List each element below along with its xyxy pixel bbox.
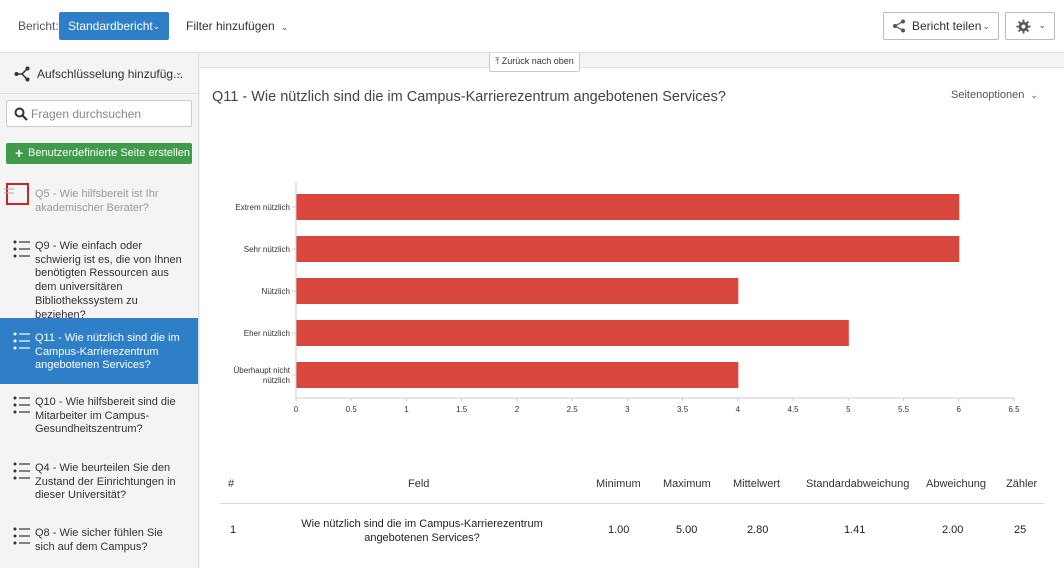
table-cell: 1.41 bbox=[844, 524, 866, 536]
category-label: Nützlich bbox=[262, 287, 290, 296]
list-icon bbox=[13, 240, 30, 258]
x-tick-label: 1 bbox=[404, 405, 409, 414]
x-tick-label: 0 bbox=[294, 405, 299, 414]
x-tick-label: 2 bbox=[515, 405, 520, 414]
x-tick-label: 6 bbox=[957, 405, 962, 414]
page-options-button[interactable]: Seitenoptionen ⌄ bbox=[951, 89, 1038, 101]
chevron-down-icon: ⌄ bbox=[175, 67, 183, 77]
category-label: Extrem nützlich bbox=[235, 203, 290, 212]
x-tick-label: 3 bbox=[625, 405, 630, 414]
bar-chart: Extrem nützlich Sehr nützlich Nützlich Eher… bbox=[234, 182, 1020, 414]
chevron-down-icon: ⌄ bbox=[280, 22, 289, 32]
report-label: Bericht: bbox=[18, 19, 59, 33]
bar bbox=[296, 320, 849, 346]
list-icon bbox=[4, 188, 14, 194]
table-header: Maximum bbox=[663, 478, 711, 490]
table-cell: 1.00 bbox=[608, 524, 630, 536]
x-tick-label: 5.5 bbox=[898, 405, 910, 414]
sidebar: Aufschlüsselung hinzufüg... ⌄ + Benutzer… bbox=[0, 54, 199, 568]
table-cell: 1 bbox=[230, 524, 237, 536]
list-icon bbox=[13, 332, 30, 350]
report-select-label: Standardbericht bbox=[68, 19, 153, 33]
breakdown-icon bbox=[14, 66, 30, 82]
x-tick-label: 6.5 bbox=[1008, 405, 1020, 414]
chevron-down-icon: ⌄ bbox=[1038, 20, 1046, 30]
list-icon bbox=[13, 527, 30, 545]
sidebar-item-label: Q4 - Wie beurteilen Sie den Zustand der … bbox=[35, 462, 176, 502]
list-icon bbox=[13, 396, 30, 414]
sidebar-item-q11[interactable]: Q11 - Wie nützlich sind die im Campus-Ka… bbox=[0, 318, 198, 384]
add-filter-label: Filter hinzufügen bbox=[186, 19, 275, 33]
table-cell: 25 bbox=[1014, 524, 1027, 536]
table-header: Abweichung bbox=[926, 478, 986, 490]
sidebar-item-label: Q9 - Wie einfach oder schwierig ist es, … bbox=[35, 240, 182, 321]
sidebar-item-label: Q8 - Wie sicher fühlen Sie sich auf dem … bbox=[35, 527, 163, 553]
create-custom-page-button[interactable]: + Benutzerdefinierte Seite erstellen bbox=[6, 143, 192, 164]
bar bbox=[296, 236, 960, 262]
table-cell: 5.00 bbox=[676, 524, 698, 536]
sidebar-item-q4[interactable]: Q4 - Wie beurteilen Sie den Zustand der … bbox=[0, 462, 198, 506]
top-bar: Bericht: Standardbericht ⌄ Filter hinzuf… bbox=[0, 0, 1064, 53]
sidebar-item-q5[interactable]: Q5 - Wie hilfsbereit ist Ihr akademische… bbox=[0, 183, 198, 230]
add-breakdown-button[interactable]: Aufschlüsselung hinzufüg... ⌄ bbox=[0, 54, 198, 94]
table-cell: Wie nützlich sind die im Campus-Karriere… bbox=[301, 518, 543, 544]
table-header: # bbox=[228, 478, 235, 490]
search-icon bbox=[14, 107, 28, 121]
table-cell: 2.80 bbox=[747, 524, 769, 536]
question-search bbox=[6, 100, 192, 127]
category-label: Sehr nützlich bbox=[244, 245, 290, 254]
x-tick-label: 1.5 bbox=[456, 405, 468, 414]
plus-icon: + bbox=[15, 145, 24, 161]
chevron-down-icon: ⌄ bbox=[1030, 90, 1038, 100]
share-report-label: Bericht teilen bbox=[912, 19, 982, 33]
drag-handle-box[interactable] bbox=[6, 183, 29, 205]
category-label: Überhaupt nicht nützlich bbox=[234, 366, 291, 385]
bar bbox=[296, 362, 739, 388]
page-options-label: Seitenoptionen bbox=[951, 89, 1025, 101]
x-tick-label: 2.5 bbox=[567, 405, 579, 414]
create-custom-page-label: Benutzerdefinierte Seite erstellen bbox=[28, 147, 191, 159]
question-title: Q11 - Wie nützlich sind die im Campus-Ka… bbox=[212, 89, 726, 105]
share-report-button[interactable]: Bericht teilen ⌄ bbox=[883, 12, 999, 40]
table-header: Minimum bbox=[596, 478, 641, 490]
chevron-down-icon: ⌄ bbox=[152, 21, 160, 31]
table-cell: 2.00 bbox=[942, 524, 964, 536]
add-filter-button[interactable]: Filter hinzufügen ⌄ bbox=[186, 19, 288, 33]
sidebar-item-label: Q5 - Wie hilfsbereit ist Ihr akademische… bbox=[35, 188, 159, 214]
x-tick-label: 4.5 bbox=[788, 405, 800, 414]
x-tick-label: 5 bbox=[846, 405, 851, 414]
main-top-strip bbox=[200, 54, 1064, 68]
table-header: Feld bbox=[408, 478, 430, 490]
sidebar-item-q9[interactable]: Q9 - Wie einfach oder schwierig ist es, … bbox=[0, 240, 198, 321]
question-search-input[interactable] bbox=[31, 105, 186, 123]
sidebar-item-q10[interactable]: Q10 - Wie hilfsbereit sind die Mitarbeit… bbox=[0, 396, 198, 440]
chevron-down-icon: ⌄ bbox=[982, 21, 990, 31]
add-breakdown-label: Aufschlüsselung hinzufüg... bbox=[37, 67, 184, 81]
settings-button[interactable]: ⌄ bbox=[1005, 12, 1055, 40]
sidebar-item-label: Q11 - Wie nützlich sind die im Campus-Ka… bbox=[35, 332, 180, 372]
sidebar-item-q8[interactable]: Q8 - Wie sicher fühlen Sie sich auf dem … bbox=[0, 527, 198, 557]
bar bbox=[296, 194, 960, 220]
table-header: Zähler bbox=[1006, 478, 1038, 490]
table-header: Mittelwert bbox=[733, 478, 781, 490]
table-header: Standardabweichung bbox=[806, 478, 910, 490]
share-icon bbox=[893, 19, 905, 33]
back-to-top-button[interactable]: ⤒ Zurück nach oben bbox=[489, 53, 580, 72]
sidebar-item-label: Q10 - Wie hilfsbereit sind die Mitarbeit… bbox=[35, 396, 176, 436]
bar bbox=[296, 278, 739, 304]
main-panel: ⤒ Zurück nach oben Q11 - Wie nützlich si… bbox=[200, 53, 1064, 568]
gear-icon bbox=[1016, 19, 1031, 34]
x-tick-label: 4 bbox=[736, 405, 741, 414]
category-label: Eher nützlich bbox=[244, 329, 290, 338]
x-tick-label: 3.5 bbox=[677, 405, 689, 414]
list-icon bbox=[13, 462, 30, 480]
table-divider bbox=[220, 503, 1044, 504]
report-select-button[interactable]: Standardbericht ⌄ bbox=[59, 12, 169, 40]
x-tick-label: 0.5 bbox=[346, 405, 358, 414]
